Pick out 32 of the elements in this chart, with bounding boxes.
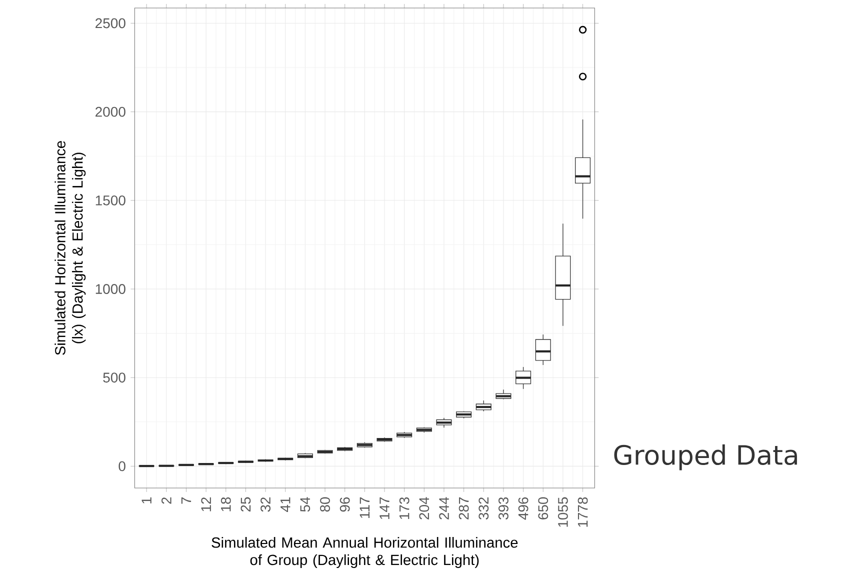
y-tick-label: 1000 <box>96 284 126 294</box>
x-tick-label: 1778 <box>578 497 588 527</box>
x-tick-label: 332 <box>478 497 489 520</box>
x-tick-label: 12 <box>201 497 211 512</box>
x-tick-label: 117 <box>360 497 370 518</box>
x-tick-label: 393 <box>498 497 508 520</box>
x-tick-label: 18 <box>220 497 231 512</box>
x-tick-label: 32 <box>260 497 270 512</box>
x-tick-label: 1055 <box>558 497 568 527</box>
y-tick-label: 2500 <box>96 18 126 28</box>
x-tick-label: 496 <box>518 497 528 520</box>
x-tick-label: 96 <box>340 497 350 512</box>
x-tick-label: 25 <box>240 497 251 512</box>
y-tick-label: 0 <box>118 461 126 472</box>
x-axis-title: Simulated Mean Annual Horizontal Illuminance of Group (Daylight & Electric Light) <box>212 537 518 568</box>
x-tick-label: 147 <box>380 497 390 519</box>
x-tick-label: 650 <box>538 497 548 520</box>
x-tick-label: 7 <box>181 497 192 504</box>
y-axis-title: Simulated Horizontal Illuminance (lx) (Daylight & Electric Light) <box>54 141 86 355</box>
x-tick-label: 41 <box>280 497 290 512</box>
x-tick-label: 2 <box>162 497 172 504</box>
y-tick-label: 500 <box>103 372 126 383</box>
x-tick-label: 173 <box>399 497 410 519</box>
y-tick-label: 2000 <box>96 106 126 117</box>
y-tick-label: 1500 <box>96 195 126 206</box>
x-tick-label: 204 <box>419 497 430 520</box>
x-tick-label: 244 <box>439 497 449 520</box>
x-tick-label: 54 <box>300 497 310 512</box>
x-tick-label: 80 <box>320 497 330 512</box>
x-tick-label: 287 <box>458 497 469 520</box>
x-tick-label: 1 <box>142 497 152 504</box>
text: Grouped Data <box>614 444 797 470</box>
